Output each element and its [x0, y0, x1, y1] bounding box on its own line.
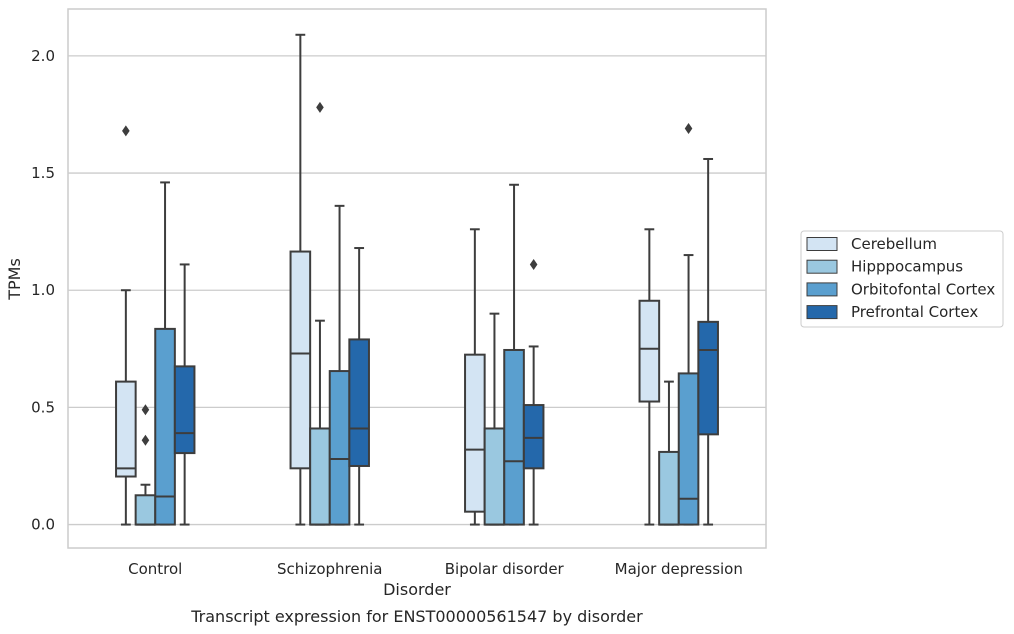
box-0-2	[154, 181, 176, 526]
box-3-2	[677, 123, 700, 526]
chart-caption: Transcript expression for ENST0000056154…	[190, 607, 643, 626]
plot-frame	[67, 8, 767, 549]
x-tick-label: Schizophrenia	[277, 560, 382, 578]
legend-swatch	[806, 237, 838, 251]
y-tick-label: 2.0	[31, 47, 55, 65]
box-iqr	[328, 370, 351, 526]
box-3-3	[697, 157, 719, 526]
legend-label: Cerebellum	[851, 235, 937, 253]
box-0-3	[173, 263, 196, 526]
box-0-0	[115, 125, 137, 526]
box-iqr	[638, 299, 661, 403]
box-iqr	[522, 404, 545, 470]
y-axis-ticks: 0.0 0.5 1.0 1.5 2.0	[31, 47, 55, 534]
box-iqr	[658, 450, 680, 526]
box-iqr	[697, 320, 719, 436]
box-2-3	[522, 258, 545, 526]
legend-label: Orbitofontal Cortex	[851, 280, 995, 298]
box-iqr	[154, 327, 176, 526]
outlier-point	[684, 123, 693, 135]
box-iqr	[115, 380, 137, 478]
legend: Cerebellum Hipppocampus Orbitofontal Corte…	[800, 230, 1004, 328]
box-iqr	[464, 353, 486, 513]
box-iqr	[348, 338, 370, 467]
box-iqr	[677, 372, 700, 526]
y-tick-label: 1.5	[31, 164, 55, 182]
legend-frame	[800, 230, 1004, 328]
x-tick-label: Bipolar disorder	[445, 560, 565, 578]
box-iqr	[309, 427, 331, 526]
x-tick-label: Major depression	[615, 560, 743, 578]
box-3-0	[638, 228, 661, 526]
box-1-3	[348, 247, 370, 526]
outlier-point	[316, 101, 324, 113]
box-iqr	[483, 427, 506, 526]
box-iqr	[503, 348, 525, 526]
legend-label: Prefrontal Cortex	[851, 303, 978, 321]
x-tick-label: Control	[128, 560, 182, 578]
x-axis-ticks: Control Schizophrenia Bipolar disorder Majo…	[128, 560, 743, 578]
y-tick-label: 1.0	[31, 281, 55, 299]
box-2-0	[464, 228, 486, 526]
legend-swatch	[806, 282, 838, 297]
box-1-1	[309, 101, 331, 526]
box-0-1	[134, 404, 157, 526]
box-1-2	[328, 204, 351, 526]
x-axis-label: Disorder	[383, 580, 451, 599]
outlier-point	[529, 258, 538, 270]
y-axis-label: TPMs	[5, 258, 24, 301]
box-2-2	[503, 183, 525, 526]
box-3-1	[658, 380, 680, 526]
box-2-1	[483, 312, 506, 526]
box-iqr	[134, 494, 157, 526]
legend-label: Hipppocampus	[851, 258, 963, 276]
outlier-point	[122, 125, 130, 137]
box-iqr	[289, 250, 312, 470]
plot-area	[115, 33, 719, 526]
outlier-point	[141, 404, 150, 416]
box-1-0	[289, 33, 312, 526]
y-tick-label: 0.5	[31, 398, 55, 416]
outlier-point	[141, 434, 150, 446]
legend-swatch	[806, 259, 838, 274]
legend-swatch	[806, 305, 838, 320]
y-tick-label: 0.0	[31, 516, 55, 534]
box-iqr	[173, 365, 196, 455]
